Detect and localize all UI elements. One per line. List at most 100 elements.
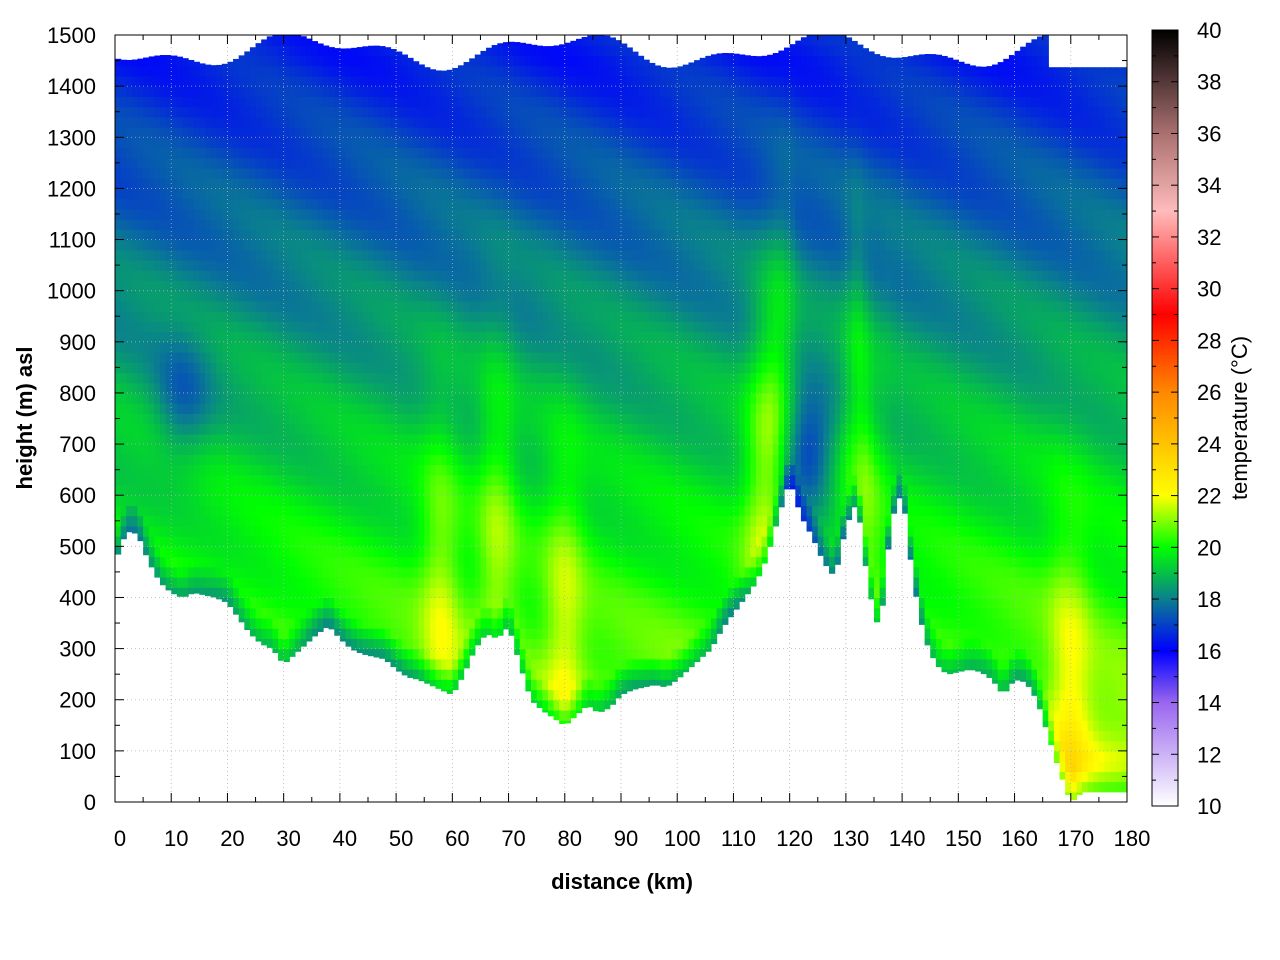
heatmap-cell: [199, 536, 206, 547]
heatmap-cell: [193, 61, 200, 67]
heatmap-cell: [278, 628, 285, 639]
heatmap-cell: [351, 474, 358, 486]
heatmap-cell: [525, 607, 532, 619]
heatmap-cell: [390, 49, 397, 57]
heatmap-cell: [120, 352, 127, 363]
heatmap-cell: [542, 127, 549, 138]
heatmap-cell: [255, 229, 262, 241]
heatmap-cell: [401, 341, 408, 353]
heatmap-cell: [317, 321, 324, 333]
heatmap-cell: [576, 546, 583, 558]
heatmap-cell: [559, 392, 566, 404]
heatmap-cell: [452, 423, 459, 435]
heatmap-cell: [300, 628, 307, 639]
heatmap-cell: [188, 280, 195, 292]
heatmap-cell: [463, 556, 470, 568]
heatmap-cell: [424, 239, 431, 251]
heatmap-cell: [564, 178, 571, 189]
heatmap-cell: [356, 577, 363, 588]
heatmap-cell: [531, 55, 538, 67]
heatmap-cell: [401, 392, 408, 404]
heatmap-cell: [502, 372, 510, 384]
heatmap-cell: [143, 259, 150, 271]
heatmap-cell: [570, 607, 577, 619]
heatmap-cell: [137, 259, 144, 271]
heatmap-cell: [272, 147, 279, 159]
heatmap-cell: [249, 229, 257, 241]
heatmap-cell: [233, 454, 240, 466]
heatmap-cell: [311, 55, 318, 67]
heatmap-cell: [216, 392, 223, 404]
heatmap-cell: [418, 137, 425, 149]
heatmap-cell: [457, 300, 465, 312]
heatmap-cell: [188, 96, 195, 108]
heatmap-cell: [351, 587, 358, 599]
heatmap-cell: [407, 311, 414, 322]
heatmap-cell: [345, 577, 352, 588]
heatmap-cell: [283, 178, 290, 189]
heatmap-cell: [491, 331, 498, 343]
heatmap-cell: [289, 352, 296, 363]
heatmap-cell: [390, 167, 397, 179]
heatmap-cell: [536, 147, 543, 159]
heatmap-cell: [587, 536, 594, 547]
heatmap-cell: [216, 208, 223, 220]
heatmap-cell: [294, 178, 302, 189]
heatmap-cell: [249, 382, 257, 394]
heatmap-cell: [519, 188, 527, 200]
heatmap-cell: [497, 474, 504, 486]
heatmap-cell: [502, 290, 510, 302]
heatmap-cell: [159, 382, 167, 394]
heatmap-cell: [412, 464, 420, 476]
heatmap-cell: [306, 290, 313, 302]
heatmap-cell: [261, 423, 268, 435]
heatmap-cell: [407, 157, 414, 169]
heatmap-cell: [289, 474, 296, 486]
heatmap-cell: [328, 628, 335, 630]
heatmap-cell: [115, 65, 122, 77]
heatmap-cell: [244, 607, 251, 619]
heatmap-cell: [542, 556, 549, 568]
heatmap-cell: [384, 116, 392, 128]
heatmap-cell: [514, 484, 521, 496]
heatmap-cell: [345, 362, 352, 374]
heatmap-cell: [362, 413, 369, 425]
heatmap-cell: [328, 137, 335, 149]
heatmap-cell: [306, 536, 313, 547]
heatmap-cell: [576, 577, 583, 588]
heatmap-cell: [497, 239, 504, 251]
heatmap-cell: [115, 454, 122, 466]
heatmap-cell: [334, 300, 341, 312]
heatmap-cell: [508, 147, 515, 159]
heatmap-cell: [486, 423, 493, 435]
heatmap-cell: [446, 423, 453, 435]
heatmap-cell: [131, 300, 139, 312]
heatmap-cell: [283, 587, 290, 599]
heatmap-cell: [193, 556, 200, 568]
heatmap-cell: [283, 484, 290, 496]
heatmap-cell: [457, 648, 465, 660]
heatmap-cell: [581, 229, 588, 241]
heatmap-cell: [261, 290, 268, 302]
heatmap-cell: [143, 362, 150, 374]
heatmap-cell: [407, 127, 414, 138]
heatmap-cell: [412, 638, 420, 650]
heatmap-cell: [412, 137, 420, 149]
heatmap-cell: [379, 484, 386, 496]
heatmap-cell: [339, 556, 347, 568]
heatmap-cell: [148, 556, 155, 568]
heatmap-cell: [328, 157, 335, 169]
heatmap-cell: [373, 474, 380, 486]
heatmap-cell: [283, 403, 290, 414]
heatmap-cell: [244, 536, 251, 547]
heatmap-cell: [418, 75, 425, 87]
heatmap-cell: [559, 413, 566, 425]
heatmap-cell: [171, 454, 178, 466]
heatmap-cell: [204, 495, 212, 507]
heatmap-cell: [396, 382, 403, 394]
heatmap-cell: [255, 280, 262, 292]
heatmap-cell: [441, 259, 448, 271]
heatmap-cell: [193, 157, 200, 169]
heatmap-cell: [581, 86, 588, 97]
heatmap-cell: [238, 300, 245, 312]
